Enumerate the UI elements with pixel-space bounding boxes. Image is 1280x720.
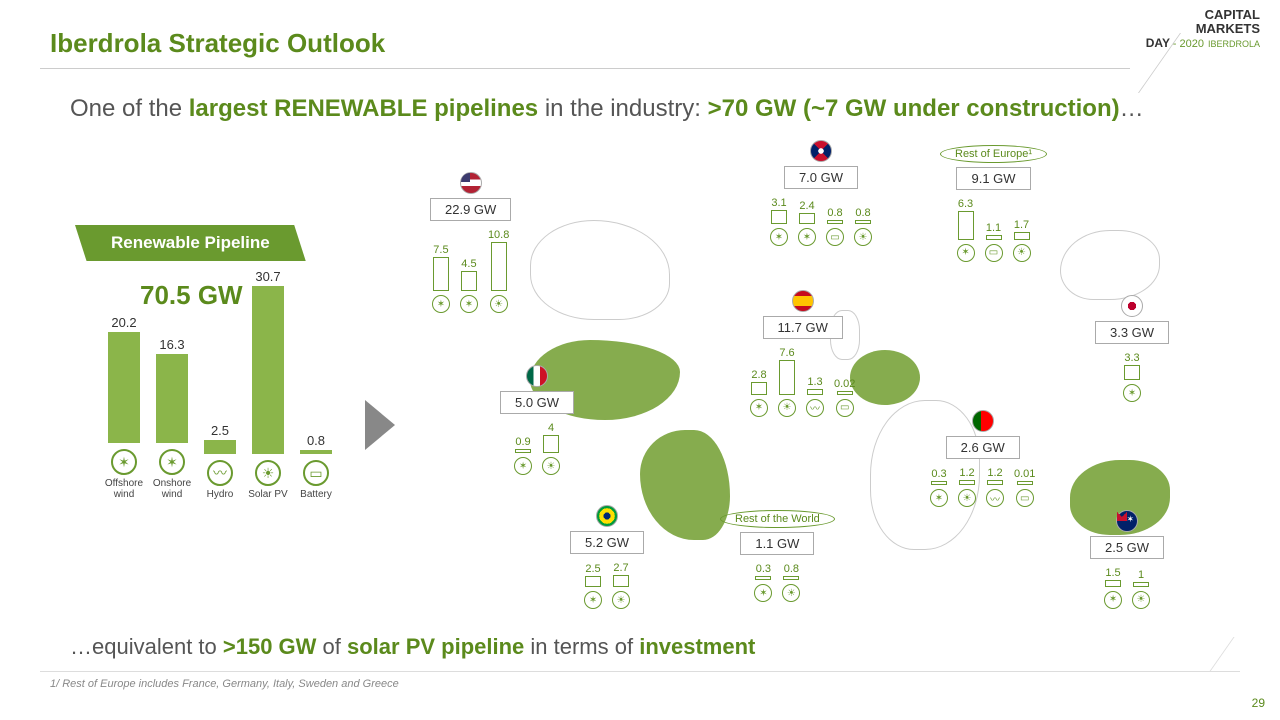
- tech-icon: ☀: [490, 295, 508, 313]
- mini-bar-row: 0.3✶1.2☀1.2〰0.01▭: [930, 467, 1035, 507]
- mini-bar-row: 0.3✶0.8☀: [754, 563, 800, 602]
- tech-icon: ✶: [930, 489, 948, 507]
- region-label: Rest of Europe¹: [940, 145, 1047, 163]
- country-mx: 5.0 GW 0.9✶4☀: [500, 365, 574, 475]
- gw-value: 22.9 GW: [430, 198, 511, 221]
- flag-icon: [1121, 295, 1143, 317]
- tech-icon: ☀: [255, 460, 281, 486]
- country-au: 2.5 GW 1.5✶1☀: [1090, 510, 1164, 609]
- gw-value: 5.2 GW: [570, 531, 644, 554]
- mini-bar-row: 0.9✶4☀: [514, 422, 560, 475]
- arrow-icon: [365, 400, 395, 450]
- bar-battery: 0.8▭Battery: [295, 433, 337, 500]
- footnote: 1/ Rest of Europe includes France, Germa…: [50, 678, 399, 690]
- country-br: 5.2 GW 2.5✶2.7☀: [570, 505, 644, 609]
- page-number: 29: [1252, 696, 1265, 710]
- gw-value: 3.3 GW: [1095, 321, 1169, 344]
- tech-icon: ✶: [432, 295, 450, 313]
- gw-value: 11.7 GW: [763, 316, 843, 339]
- tech-icon: ▭: [836, 399, 854, 417]
- gw-value: 7.0 GW: [784, 166, 858, 189]
- flag-icon: [460, 172, 482, 194]
- footnote-divider: [40, 671, 1240, 672]
- main-bar-chart: 20.2✶Offshore wind16.3✶Onshore wind2.5〰H…: [80, 320, 360, 550]
- tech-icon: ✶: [798, 228, 816, 246]
- region-label: Rest of the World: [720, 510, 835, 528]
- tech-icon: ☀: [782, 584, 800, 602]
- tech-icon: 〰: [207, 460, 233, 486]
- tech-icon: ✶: [514, 457, 532, 475]
- country-us: 22.9 GW 7.5✶4.5✶10.8☀: [430, 172, 511, 313]
- flag-icon: [810, 140, 832, 162]
- world-map: 22.9 GW 7.5✶4.5✶10.8☀ 7.0 GW 3.1✶2.4✶0.8▭0.…: [410, 140, 1260, 620]
- tech-icon: ✶: [750, 399, 768, 417]
- flag-icon: [972, 410, 994, 432]
- bar-hydro: 2.5〰Hydro: [199, 423, 241, 500]
- mini-bar-row: 2.5✶2.7☀: [584, 562, 630, 609]
- country-roe: Rest of Europe¹ 9.1 GW 6.3✶1.1▭1.7☀: [940, 145, 1047, 262]
- tech-icon: ☀: [542, 457, 560, 475]
- flag-icon: [526, 365, 548, 387]
- divider: [40, 68, 1130, 69]
- header: Iberdrola Strategic Outlook CAPITAL MARK…: [0, 0, 1280, 70]
- bottom-statement: …equivalent to >150 GW of solar PV pipel…: [70, 634, 755, 660]
- gw-value: 9.1 GW: [956, 167, 1030, 190]
- mini-bar-row: 3.1✶2.4✶0.8▭0.8☀: [770, 197, 872, 246]
- map-blob-sa: [640, 430, 730, 540]
- tech-icon: ☀: [1013, 244, 1031, 262]
- tech-icon: ☀: [778, 399, 796, 417]
- tech-icon: ☀: [958, 489, 976, 507]
- tech-icon: ✶: [1104, 591, 1122, 609]
- country-es: 11.7 GW 2.8✶7.6☀1.3〰0.02▭: [750, 290, 855, 417]
- tech-icon: ☀: [854, 228, 872, 246]
- bar-onshore-wind: 16.3✶Onshore wind: [151, 337, 193, 500]
- gw-value: 5.0 GW: [500, 391, 574, 414]
- map-blob-eu: [850, 350, 920, 405]
- tech-icon: ▭: [303, 460, 329, 486]
- mini-bar-row: 1.5✶1☀: [1104, 567, 1150, 609]
- country-jp: 3.3 GW 3.3✶: [1095, 295, 1169, 402]
- tech-icon: 〰: [986, 489, 1004, 507]
- gw-value: 2.6 GW: [946, 436, 1020, 459]
- country-pt: 2.6 GW 0.3✶1.2☀1.2〰0.01▭: [930, 410, 1035, 507]
- bar-solar-pv: 30.7☀Solar PV: [247, 269, 289, 500]
- tech-icon: 〰: [806, 399, 824, 417]
- tech-icon: ✶: [159, 449, 185, 475]
- mini-bar-row: 6.3✶1.1▭1.7☀: [957, 198, 1031, 262]
- tech-icon: ▭: [826, 228, 844, 246]
- tech-icon: ✶: [111, 449, 137, 475]
- bar-offshore-wind: 20.2✶Offshore wind: [103, 315, 145, 500]
- tech-icon: ✶: [584, 591, 602, 609]
- flag-icon: [596, 505, 618, 527]
- pipeline-total: 70.5 GW: [140, 280, 243, 311]
- mini-bar-row: 2.8✶7.6☀1.3〰0.02▭: [750, 347, 855, 417]
- mini-bar-row: 7.5✶4.5✶10.8☀: [432, 229, 509, 313]
- tech-icon: ▭: [1016, 489, 1034, 507]
- gw-value: 2.5 GW: [1090, 536, 1164, 559]
- subtitle: One of the largest RENEWABLE pipelines i…: [70, 95, 1144, 123]
- country-uk: 7.0 GW 3.1✶2.4✶0.8▭0.8☀: [770, 140, 872, 246]
- country-row: Rest of the World 1.1 GW 0.3✶0.8☀: [720, 510, 835, 602]
- tech-icon: ✶: [754, 584, 772, 602]
- tech-icon: ▭: [985, 244, 1003, 262]
- page-title: Iberdrola Strategic Outlook: [50, 28, 385, 59]
- tech-icon: ✶: [770, 228, 788, 246]
- mini-bar-row: 3.3✶: [1123, 352, 1141, 402]
- flag-icon: [792, 290, 814, 312]
- flag-icon: [1116, 510, 1138, 532]
- tech-icon: ✶: [1123, 384, 1141, 402]
- tech-icon: ✶: [957, 244, 975, 262]
- pipeline-badge: Renewable Pipeline: [75, 225, 306, 261]
- tech-icon: ☀: [612, 591, 630, 609]
- gw-value: 1.1 GW: [740, 532, 814, 555]
- tech-icon: ☀: [1132, 591, 1150, 609]
- tech-icon: ✶: [460, 295, 478, 313]
